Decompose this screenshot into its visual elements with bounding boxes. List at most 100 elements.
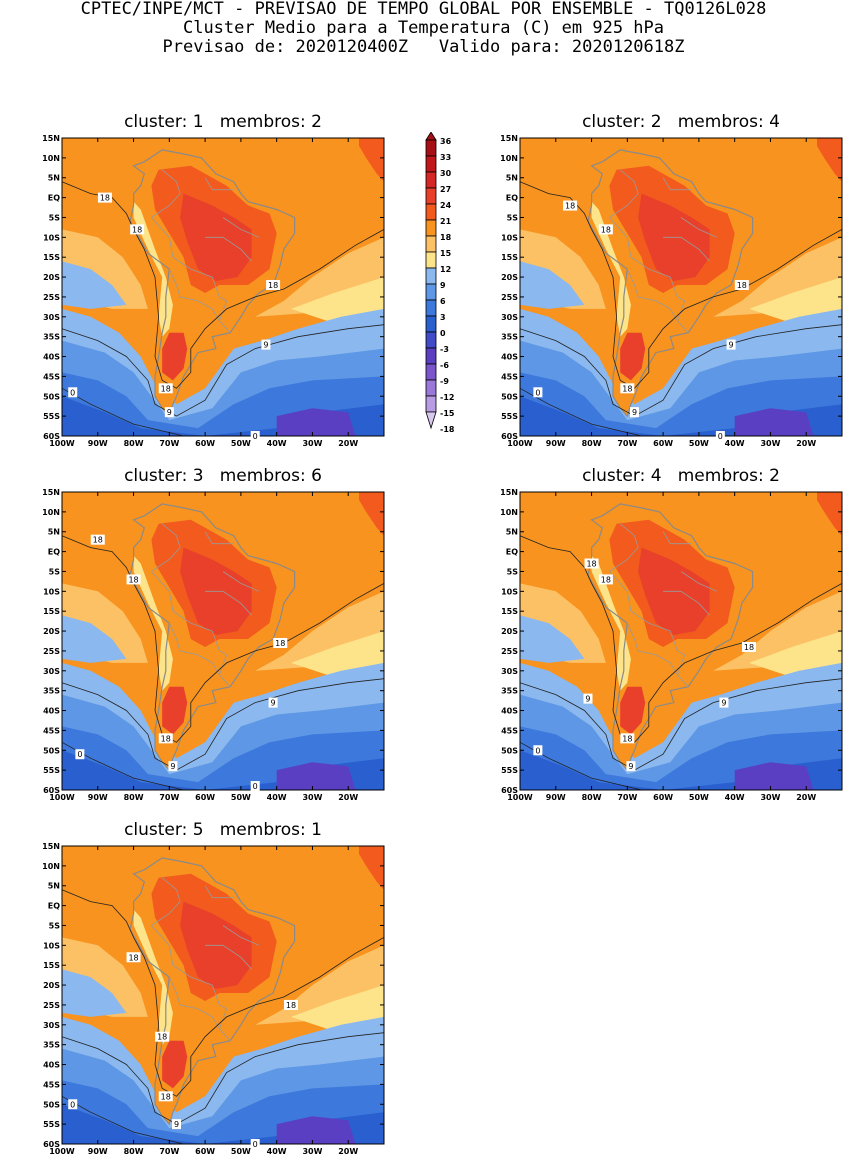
lat-tick-label: 50S [501,746,518,755]
lon-tick-label: 80W [124,1147,144,1156]
contour-label: 9 [729,341,734,350]
contour-label: 0 [535,388,540,397]
contour-label: 18 [132,225,142,234]
contour-label: 0 [77,750,82,759]
lon-tick-label: 100W [507,793,533,802]
lat-tick-label: 50S [43,392,60,401]
colorbar-level-label: 36 [440,137,452,146]
lat-tick-label: 5S [49,921,61,930]
lat-tick-label: 35S [43,687,60,696]
contour-label: 18 [161,384,171,393]
colorbar-level-label: 12 [440,265,451,274]
lon-tick-label: 70W [159,1147,179,1156]
contour-label: 9 [174,1120,179,1129]
panel-3-title: cluster: 3 membros: 6 [124,466,322,486]
contour-label: 18 [601,225,611,234]
contour-label: 18 [161,734,171,743]
lat-tick-label: 60S [43,1140,60,1149]
contour-label: 18 [744,643,754,652]
colorbar-level-label: 15 [440,249,452,258]
contour-label: 9 [271,699,276,708]
lat-tick-label: 45S [43,726,60,735]
lat-tick-label: 35S [43,1041,60,1050]
lat-tick-label: 20S [43,981,60,990]
lat-tick-label: 15S [501,607,518,616]
lon-tick-label: 60W [653,793,673,802]
lat-tick-label: 15S [501,253,518,262]
header-line-3: Previsao de: 2020120400Z Valido para: 20… [162,37,685,57]
lat-tick-label: 30S [43,313,60,322]
contour-label: 18 [275,639,285,648]
contour-label: 9 [263,341,268,350]
lon-tick-label: 30W [302,439,322,448]
contour-label: 0 [253,432,258,441]
lat-tick-label: 25S [501,647,518,656]
lat-tick-label: 20S [501,273,518,282]
lat-tick-label: 15S [43,961,60,970]
lon-tick-label: 80W [582,793,602,802]
lat-tick-label: 10S [43,233,60,242]
lon-tick-label: 40W [725,439,745,448]
contour-label: 18 [622,734,632,743]
colorbar-level-label: -18 [440,425,455,434]
lon-tick-label: 20W [796,793,816,802]
lon-tick-label: 90W [546,439,566,448]
lat-tick-label: 15S [43,253,60,262]
contour-label: 18 [737,281,747,290]
panel-1-title: cluster: 1 membros: 2 [124,112,322,132]
contour-label: 18 [565,202,575,211]
lon-tick-label: 90W [88,439,108,448]
lat-tick-label: 10N [500,154,518,163]
lat-tick-label: 55S [501,766,518,775]
lat-tick-label: 20S [43,273,60,282]
lon-tick-label: 100W [507,439,533,448]
lon-tick-label: 80W [124,793,144,802]
colorbar-level-label: 24 [440,201,452,210]
lon-tick-label: 60W [195,1147,215,1156]
lat-tick-label: 35S [501,687,518,696]
lon-tick-label: 100W [49,1147,75,1156]
lat-tick-label: 40S [43,353,60,362]
colorbar-level-label: 30 [440,169,452,178]
lon-tick-label: 80W [124,439,144,448]
lon-tick-label: 70W [159,439,179,448]
lat-tick-label: 45S [501,726,518,735]
contour-label: 0 [253,782,258,791]
lon-tick-label: 30W [760,439,780,448]
contour-label: 18 [622,384,632,393]
contour-label: 18 [128,953,138,962]
lon-tick-label: 40W [267,793,287,802]
lon-tick-label: 50W [231,1147,251,1156]
lat-tick-label: 10N [42,862,60,871]
map-panel-cluster-3: 15N 10N 5N EQ 5S 10S 15S 20S 25S 30S 35S 40S 45S 50S 5… [22,486,394,806]
contour-label: 18 [100,194,110,203]
lon-tick-label: 20W [338,1147,358,1156]
lat-tick-label: 30S [501,667,518,676]
lat-tick-label: 35S [501,333,518,342]
lat-tick-label: EQ [48,548,60,557]
lat-tick-label: 40S [501,353,518,362]
colorbar-level-label: -6 [440,361,449,370]
colorbar-level-label: 21 [440,217,452,226]
lat-tick-label: 10N [42,154,60,163]
lat-tick-label: 5S [49,567,61,576]
contour-label: 0 [253,1140,258,1149]
lat-tick-label: 25S [43,293,60,302]
lat-tick-label: 5N [48,174,60,183]
contour-label: 9 [721,699,726,708]
contour-label: 18 [161,1092,171,1101]
lon-tick-label: 60W [653,439,673,448]
lat-tick-label: 30S [43,667,60,676]
lat-tick-label: 60S [43,786,60,795]
contour-label: 9 [585,695,590,704]
colorbar-level-label: 0 [440,329,446,338]
contour-label: 18 [268,281,278,290]
lat-tick-label: 5N [48,882,60,891]
lat-tick-label: 45S [43,372,60,381]
lat-tick-label: 10N [500,508,518,517]
lat-tick-label: 50S [501,392,518,401]
lat-tick-label: 10S [501,233,518,242]
lat-tick-label: 5S [49,213,61,222]
colorbar-level-label: 27 [440,185,451,194]
lat-tick-label: 50S [43,1100,60,1109]
